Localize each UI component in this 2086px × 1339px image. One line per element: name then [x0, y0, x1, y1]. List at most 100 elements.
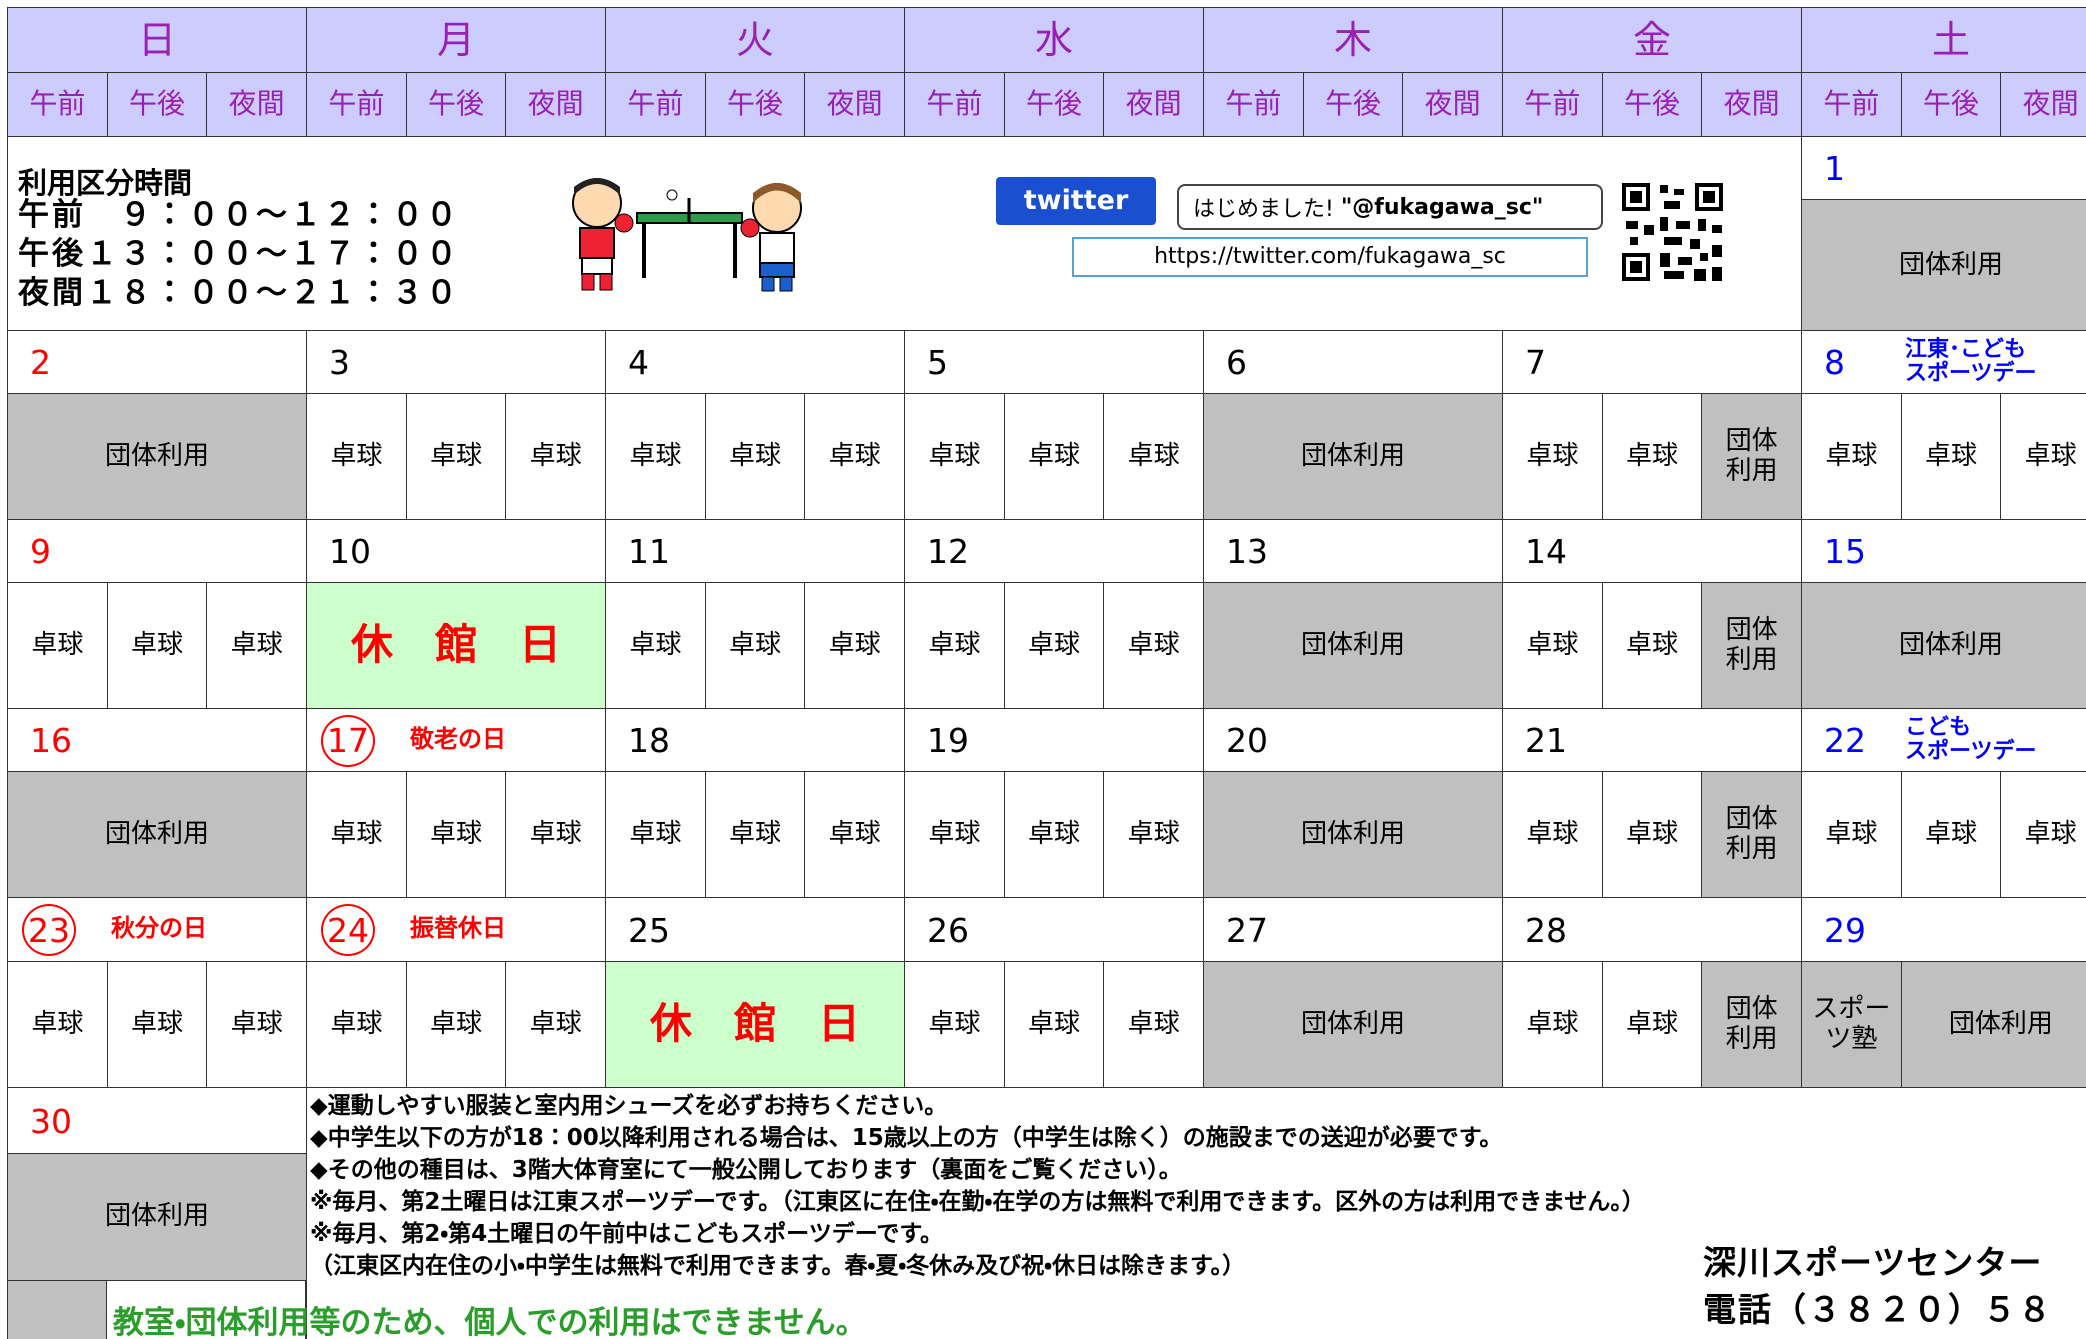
date-cell: 30 [7, 1087, 307, 1154]
day-header: 日 [7, 7, 307, 74]
period-header: 午後 [704, 72, 806, 137]
date-number: 9 [30, 532, 51, 571]
date-number: 8 [1824, 343, 1845, 382]
schedule-cell: 休 館 日 [306, 582, 606, 709]
date-number: 27 [1226, 910, 1268, 950]
schedule-cell: 卓球 [2000, 771, 2086, 898]
date-number: 20 [1226, 721, 1268, 760]
date-number: 11 [628, 532, 670, 571]
schedule-cell: 卓球 [1601, 961, 1703, 1088]
schedule-cell: 卓球 [505, 771, 606, 898]
schedule-cell: 卓球 [2000, 393, 2086, 520]
schedule-cell: スポー ツ塾 [1801, 961, 1902, 1088]
date-cell: 24 振替休日 [306, 897, 606, 962]
schedule-cell: 卓球 [206, 961, 307, 1088]
period-header: 午後 [405, 72, 507, 137]
date-number: 13 [1226, 532, 1268, 571]
date-cell: 19 [904, 708, 1204, 772]
date-number: 21 [1525, 721, 1567, 760]
date-number: 16 [30, 721, 72, 760]
schedule-cell: 卓球 [1103, 961, 1204, 1088]
schedule-cell: 卓球 [1601, 393, 1703, 520]
date-cell: 4 [605, 330, 905, 394]
schedule-cell: 卓球 [7, 961, 108, 1088]
schedule-cell: 卓球 [505, 961, 606, 1088]
date-cell: 9 [7, 519, 307, 583]
twitter-greeting-box: はじめました! "@fukagawa_sc" [1177, 184, 1603, 230]
schedule-cell: 卓球 [1003, 961, 1105, 1088]
period-header: 夜間 [1402, 72, 1503, 137]
date-cell: 1 [1801, 136, 2086, 200]
date-cell: 23 秋分の日 [7, 897, 307, 962]
date-number: 23 [22, 904, 76, 956]
schedule-cell: 卓球 [1003, 393, 1105, 520]
info-line: 午前 ９：００～１２：００ [18, 197, 460, 233]
schedule-cell: 卓球 [1601, 771, 1703, 898]
schedule-cell: 卓球 [405, 393, 507, 520]
schedule-cell: 卓球 [904, 961, 1005, 1088]
qr-code [1620, 181, 1725, 283]
period-header: 午後 [1003, 72, 1105, 137]
period-header: 午前 [904, 72, 1005, 137]
schedule-cell: 卓球 [804, 393, 905, 520]
date-number: 6 [1226, 343, 1247, 382]
date-number: 1 [1824, 149, 1845, 188]
schedule-cell: 卓球 [1502, 582, 1603, 709]
day-header: 木 [1203, 7, 1503, 74]
date-number: 15 [1824, 532, 1866, 571]
schedule-cell: 卓球 [505, 393, 606, 520]
date-cell: 10 [306, 519, 606, 583]
period-header: 午前 [1502, 72, 1603, 137]
schedule-cell: 卓球 [904, 582, 1005, 709]
date-number: 2 [30, 343, 51, 382]
schedule-cell: 卓球 [1502, 393, 1603, 520]
schedule-cell: 卓球 [306, 393, 407, 520]
date-cell: 5 [904, 330, 1204, 394]
schedule-cell: 卓球 [704, 771, 806, 898]
schedule-cell: 団体利用 [1900, 961, 2086, 1088]
day-header: 金 [1502, 7, 1802, 74]
date-number: 14 [1525, 532, 1567, 571]
period-header: 夜間 [1103, 72, 1204, 137]
info-line: 午後１３：００～１７：００ [18, 236, 460, 272]
schedule-cell: 卓球 [804, 582, 905, 709]
date-note: こども スポーツデー [1905, 715, 2037, 764]
period-header: 夜間 [1701, 72, 1802, 137]
schedule-cell: 団体 利用 [1701, 582, 1802, 709]
date-cell: 17 敬老の日 [306, 708, 606, 772]
date-cell: 27 [1203, 897, 1503, 962]
note-line: ◆中学生以下の方が18：00以降利用される場合は、15歳以上の方（中学生は除く）… [310, 1125, 1503, 1151]
schedule-cell: 団体利用 [7, 1153, 307, 1281]
period-header: 午前 [1801, 72, 1902, 137]
note-line: ◆運動しやすい服装と室内用シューズを必ずお持ちください。 [310, 1093, 948, 1119]
schedule-cell: 卓球 [605, 393, 706, 520]
date-cell: 29 [1801, 897, 2086, 962]
date-cell: 6 [1203, 330, 1503, 394]
schedule-cell: 卓球 [1601, 582, 1703, 709]
schedule-cell: 卓球 [405, 771, 507, 898]
schedule-cell: 卓球 [605, 771, 706, 898]
schedule-cell: 卓球 [405, 961, 507, 1088]
date-number: 29 [1824, 910, 1866, 950]
date-note: 秋分の日 [111, 914, 207, 943]
date-cell: 3 [306, 330, 606, 394]
schedule-cell: 団体 利用 [1701, 393, 1802, 520]
schedule-cell: 卓球 [904, 393, 1005, 520]
schedule-cell: 卓球 [1801, 771, 1902, 898]
note-line: ※毎月、第2・第4土曜日の午前中はこどもスポーツデーです。 [310, 1221, 944, 1247]
schedule-cell: 卓球 [1900, 771, 2002, 898]
day-header: 水 [904, 7, 1204, 74]
twitter-handle: "@fukagawa_sc" [1340, 194, 1544, 220]
schedule-cell: 団体 利用 [1701, 961, 1802, 1088]
period-header: 午後 [1302, 72, 1404, 137]
period-header: 午前 [605, 72, 706, 137]
schedule-cell: 卓球 [804, 771, 905, 898]
banner-text: 教室・団体利用等のため、個人での利用はできません。 [113, 1305, 867, 1339]
date-cell: 22 こども スポーツデー [1801, 708, 2086, 772]
period-header: 夜間 [206, 72, 307, 137]
date-cell: 11 [605, 519, 905, 583]
date-cell: 16 [7, 708, 307, 772]
banner-box [7, 1280, 107, 1339]
date-number: 28 [1525, 910, 1567, 950]
date-cell: 7 [1502, 330, 1802, 394]
